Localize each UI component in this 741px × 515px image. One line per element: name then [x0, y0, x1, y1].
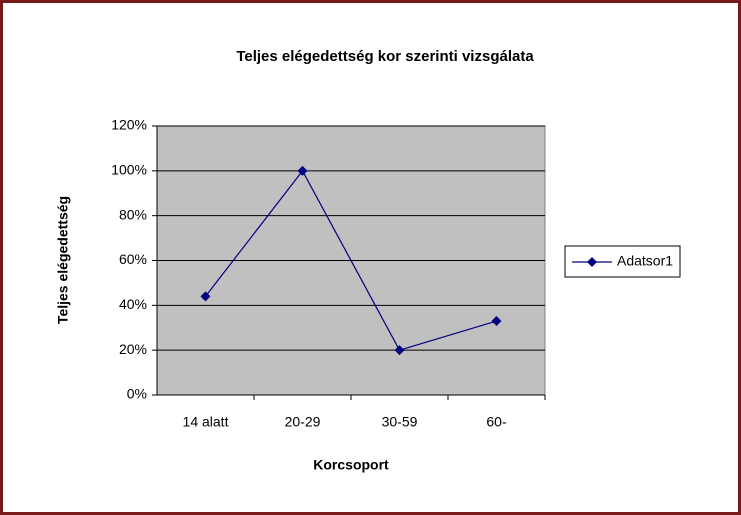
- y-tick-label: 100%: [111, 162, 147, 178]
- y-axis-label: Teljes elégedettség: [55, 196, 71, 324]
- x-tick-label: 20-29: [285, 414, 321, 430]
- data-point: [297, 165, 308, 176]
- legend-label: Adatsor1: [617, 253, 673, 269]
- y-tick-label: 120%: [111, 117, 147, 133]
- x-tick-label: 14 alatt: [183, 414, 229, 430]
- y-tick-label: 40%: [119, 296, 147, 312]
- x-tick-label: 60-: [486, 414, 507, 430]
- legend-marker: [587, 257, 597, 267]
- data-point: [491, 316, 502, 327]
- data-point: [394, 345, 405, 356]
- y-tick-label: 20%: [119, 341, 147, 357]
- y-tick-label: 0%: [127, 386, 147, 402]
- x-axis-label: Korcsoport: [313, 457, 389, 473]
- series-line: [205, 169, 497, 351]
- data-point: [200, 291, 211, 302]
- chart-title: Teljes elégedettség kor szerinti vizsgál…: [236, 48, 534, 65]
- y-tick-label: 60%: [119, 251, 147, 267]
- y-tick-label: 80%: [119, 206, 147, 222]
- x-tick-label: 30-59: [382, 414, 418, 430]
